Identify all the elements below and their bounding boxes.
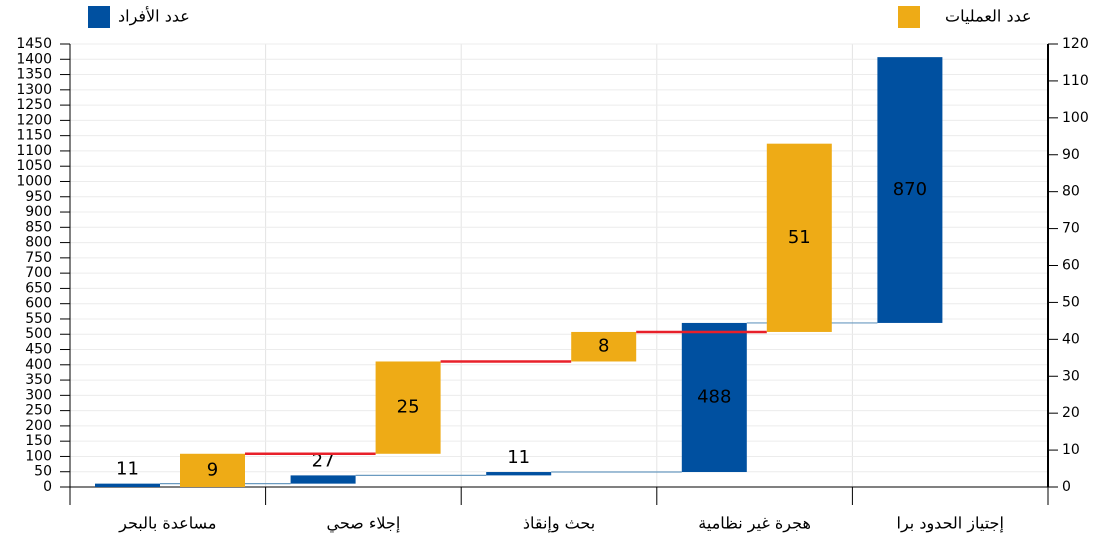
y-tick-label: 1450 [16, 36, 52, 52]
y-tick-label: 1150 [16, 128, 52, 144]
y-tick-label: 700 [25, 265, 52, 281]
y2-tick-label: 60 [1062, 258, 1080, 274]
y-tick-label: 200 [25, 418, 52, 434]
bar [486, 472, 552, 476]
data-label: 870 [893, 179, 927, 200]
data-label: 27 [312, 450, 335, 471]
y2-tick-label: 70 [1062, 221, 1080, 237]
y-tick-label: 50 [34, 464, 52, 480]
y-tick-label: 950 [25, 189, 52, 205]
y2-tick-label: 10 [1062, 442, 1080, 458]
y2-tick-label: 110 [1062, 73, 1089, 89]
y-tick-label: 800 [25, 235, 52, 251]
y2-tick-label: 40 [1062, 331, 1080, 347]
x-tick-label: بحث وإنقاذ [523, 514, 595, 533]
y-tick-label: 1400 [16, 51, 52, 67]
y-tick-label: 100 [25, 448, 52, 464]
x-tick-label: مساعدة بالبحر [118, 514, 216, 533]
y-tick-label: 750 [25, 250, 52, 266]
y-tick-label: 350 [25, 372, 52, 388]
y-tick-label: 1250 [16, 97, 52, 113]
y2-tick-label: 30 [1062, 368, 1080, 384]
x-tick-label: إجتياز الحدود برا [897, 514, 1004, 533]
y-tick-label: 150 [25, 433, 52, 449]
y-tick-label: 250 [25, 403, 52, 419]
y-tick-label: 300 [25, 387, 52, 403]
y-tick-label: 850 [25, 219, 52, 235]
y2-tick-label: 100 [1062, 110, 1089, 126]
bar [877, 57, 943, 323]
bar [290, 475, 356, 484]
bar [180, 453, 245, 487]
y2-tick-label: 120 [1062, 36, 1089, 52]
bar [571, 331, 637, 362]
data-label: 51 [788, 227, 811, 248]
y2-tick-label: 80 [1062, 184, 1080, 200]
y2-tick-label: 50 [1062, 294, 1080, 310]
y-tick-label: 400 [25, 357, 52, 373]
data-label: 11 [116, 459, 139, 480]
data-label: 8 [598, 336, 609, 357]
x-tick-label: إجلاء صحي [327, 514, 401, 533]
y-tick-label: 1300 [16, 82, 52, 98]
y-tick-label: 600 [25, 296, 52, 312]
y-tick-label: 1050 [16, 158, 52, 174]
bar [681, 322, 747, 473]
legend-swatch [88, 6, 110, 28]
data-label: 25 [397, 397, 420, 418]
bar [375, 361, 441, 454]
legend-label: عدد الأفراد [118, 7, 190, 26]
legend-swatch [898, 6, 920, 28]
data-label: 9 [207, 459, 218, 480]
y-tick-label: 900 [25, 204, 52, 220]
y2-tick-label: 0 [1062, 479, 1071, 495]
y-tick-label: 1100 [16, 143, 52, 159]
y-tick-label: 550 [25, 311, 52, 327]
data-label: 11 [507, 447, 530, 468]
y-tick-label: 1350 [16, 67, 52, 83]
y-tick-label: 1000 [16, 173, 52, 189]
legend-label: عدد العمليات [945, 7, 1032, 26]
x-tick-label: هجرة غير نظامية [698, 514, 811, 533]
bar [766, 143, 832, 332]
bar [95, 483, 160, 487]
y-tick-label: 500 [25, 326, 52, 342]
y2-tick-label: 20 [1062, 405, 1080, 421]
y2-tick-label: 90 [1062, 147, 1080, 163]
y-tick-label: 1200 [16, 112, 52, 128]
y-tick-label: 650 [25, 280, 52, 296]
y-tick-label: 0 [43, 479, 52, 495]
data-label: 488 [697, 386, 731, 407]
y-tick-label: 450 [25, 342, 52, 358]
